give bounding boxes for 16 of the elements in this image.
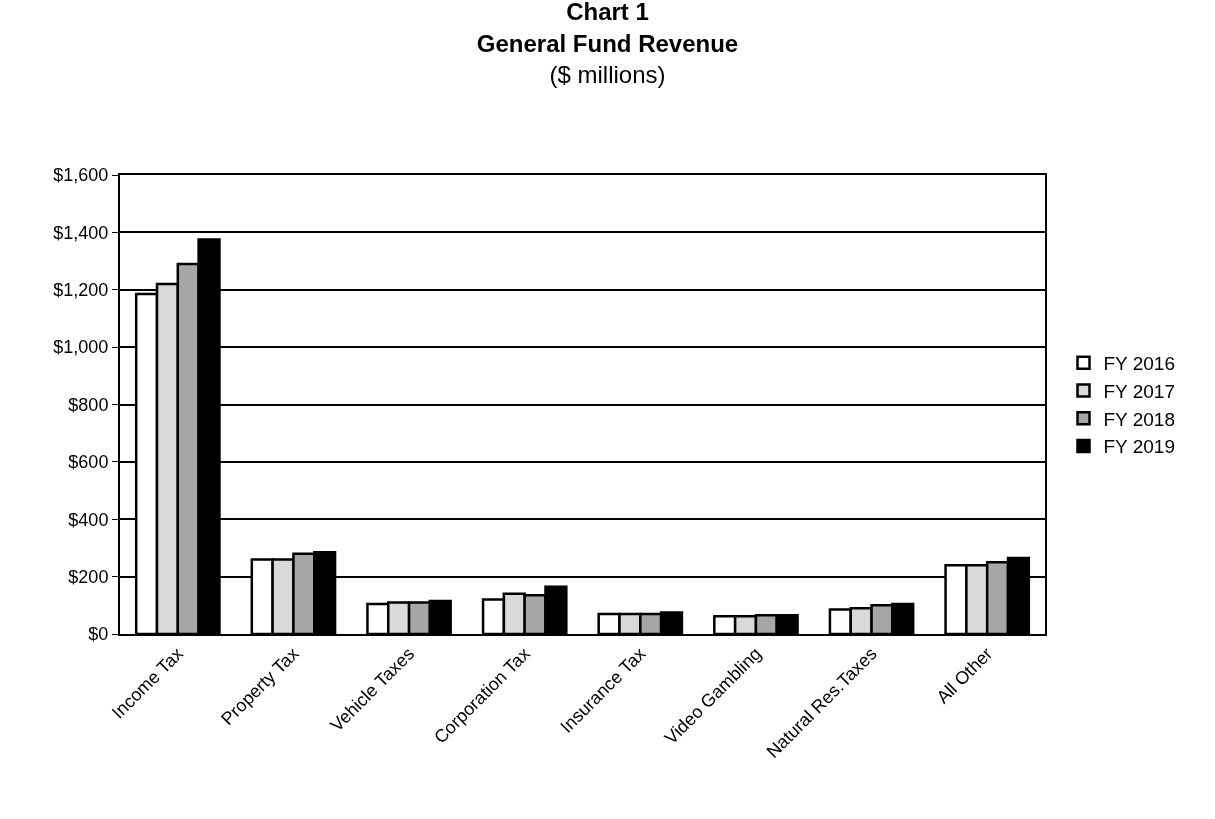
y-tick-label: $600 [68, 452, 109, 473]
chart-title: Chart 1 [566, 0, 649, 26]
chart-subtitle: General Fund Revenue [476, 29, 739, 57]
y-tick-label: $1,000 [53, 337, 109, 358]
legend-label: FY 2019 [1103, 436, 1175, 458]
y-tick-label: $800 [68, 394, 109, 415]
y-tick-label: $1,400 [53, 222, 109, 243]
y-tick-label: $200 [68, 566, 109, 587]
legend-label: FY 2018 [1103, 408, 1175, 430]
y-tick-label: $0 [88, 624, 109, 645]
y-axis-title: ($ millions) [549, 60, 666, 88]
y-tick-label: $1,200 [53, 280, 109, 301]
y-tick-label: $1,600 [53, 165, 109, 186]
y-tick-label: $400 [68, 509, 109, 530]
legend-label: FY 2017 [1103, 380, 1175, 402]
legend-label: FY 2016 [1103, 353, 1175, 375]
